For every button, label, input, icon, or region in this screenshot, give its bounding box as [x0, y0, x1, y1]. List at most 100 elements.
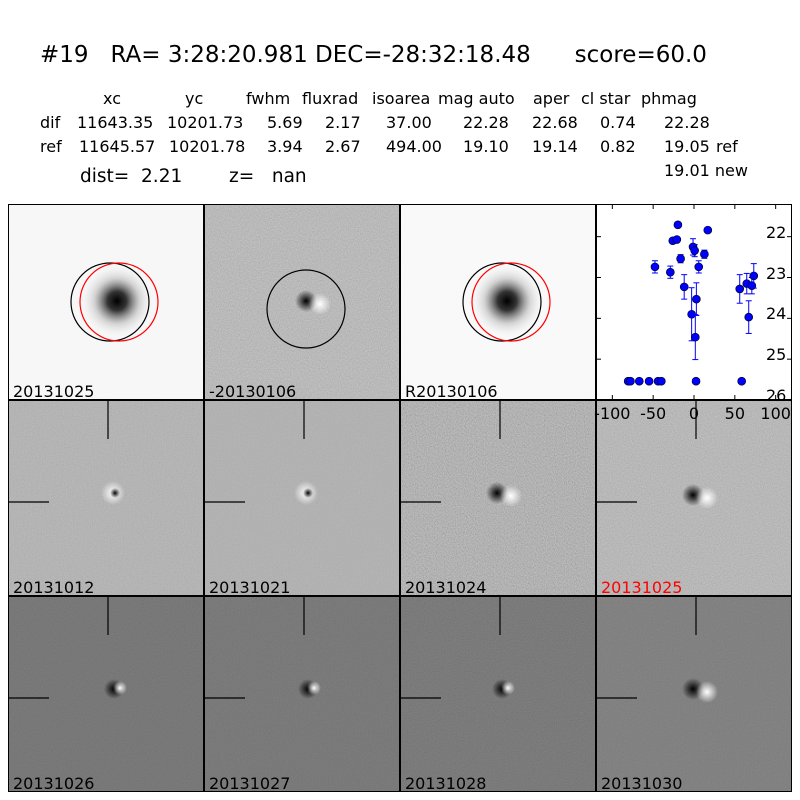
data-point [737, 376, 746, 386]
black-aperture-circle [462, 262, 542, 342]
y-tick-label: 23 [766, 263, 787, 283]
image-panel: R20130106 [400, 204, 596, 400]
col-header-aper: aper [533, 89, 570, 108]
bright-lobe [501, 681, 515, 695]
data-point [690, 246, 699, 255]
data-point [744, 312, 754, 322]
red-aperture-circle [471, 262, 551, 342]
panel-date-label: 20131025 [13, 382, 95, 400]
cell-dif-yc: 10201.73 [167, 113, 244, 132]
panel-date-label: 20131030 [601, 774, 683, 792]
panel-date-label: -20130106 [209, 382, 297, 400]
cell-dif-xc: 11643.35 [77, 113, 154, 132]
col-header-xc: xc [103, 89, 121, 108]
z-value: z= nan [229, 166, 307, 187]
y-tick-label: 26 [766, 386, 787, 405]
bright-lobe [696, 681, 718, 703]
cell-ref-fluxrad: 2.67 [325, 137, 361, 156]
data-point [679, 282, 689, 292]
panel-date-label: 20131028 [405, 774, 487, 792]
cell-dif-mag-auto: 22.28 [463, 113, 509, 132]
panel-date-label: R20130106 [405, 382, 498, 400]
y-tick-label: 24 [766, 304, 787, 324]
image-panel: 20131021 [204, 400, 400, 596]
panel-date-label: 20131026 [13, 774, 95, 792]
data-point [626, 376, 635, 386]
data-point [703, 225, 713, 235]
y-tick-label: 25 [766, 345, 787, 365]
cell-ref-cl-star: 0.82 [600, 137, 636, 156]
image-panel: 20131025 [596, 400, 792, 596]
data-point [673, 220, 683, 230]
data-point [657, 376, 666, 386]
cell-ref-phmag: 19.05 [664, 137, 710, 156]
col-header-yc: yc [185, 89, 204, 108]
row-label-dif: dif [40, 113, 61, 132]
data-point [691, 376, 701, 386]
image-panel: 20131027 [204, 596, 400, 792]
red-aperture-circle [79, 262, 159, 342]
cell-ref-yc: 10201.78 [169, 137, 246, 156]
image-panel: 20131030 [596, 596, 792, 792]
bright-lobe [307, 681, 321, 695]
image-panel: 20131012 [8, 400, 204, 596]
col-header-isoarea: isoarea [372, 89, 431, 108]
x-tick-label: 100 [760, 404, 791, 423]
cell-dif-phmag: 22.28 [664, 113, 710, 132]
data-point [749, 271, 759, 281]
panel-date-label: 20131025 [601, 578, 683, 596]
data-point [694, 262, 704, 272]
lightcurve-plot [596, 204, 792, 400]
col-header-fwhm: fwhm [246, 89, 291, 108]
cell-dif-fwhm: 5.69 [267, 113, 303, 132]
data-point [666, 267, 675, 277]
cell-dif-isoarea: 37.00 [386, 113, 432, 132]
cell-ref-mag-auto: 19.10 [463, 137, 509, 156]
new-phmag: 19.01 new [664, 161, 748, 180]
dist-value: dist= 2.21 [80, 166, 183, 187]
data-point [644, 376, 654, 386]
x-tick-label: 50 [724, 404, 746, 423]
data-point [700, 249, 709, 259]
image-panel: 20131026 [8, 596, 204, 792]
panel-date-label: 20131024 [405, 578, 487, 596]
bright-lobe [309, 293, 331, 315]
data-point [735, 284, 745, 294]
col-header-phmag: phmag [641, 89, 697, 108]
cell-ref-aper: 19.14 [532, 137, 578, 156]
data-point [692, 294, 701, 304]
bright-lobe [113, 681, 127, 695]
star-source [469, 263, 545, 339]
dark-lobe [110, 488, 120, 498]
cell-ref-isoarea: 494.00 [386, 137, 442, 156]
row-label-ref: ref [40, 137, 62, 156]
cell-dif-fluxrad: 2.17 [325, 113, 361, 132]
image-panel: 20131028 [400, 596, 596, 792]
bright-lobe [696, 487, 718, 509]
cell-ref-fwhm: 3.94 [267, 137, 303, 156]
panel-date-label: 20131012 [13, 578, 95, 596]
bright-lobe [500, 485, 522, 507]
x-tick-label: -50 [640, 404, 667, 423]
data-point [676, 254, 685, 264]
data-point [634, 376, 644, 386]
cell-dif-cl-star: 0.74 [600, 113, 636, 132]
row-suffix: ref [716, 137, 738, 156]
dark-lobe [303, 488, 313, 498]
x-tick-label: 0 [688, 404, 700, 423]
image-panel: -20130106 [204, 204, 400, 400]
col-header-fluxrad: fluxrad [302, 89, 359, 108]
col-header-cl-star: cl star [581, 89, 631, 108]
black-aperture-circle [70, 262, 150, 342]
black-aperture-circle [266, 269, 346, 349]
star-source [79, 263, 155, 339]
panel-date-label: 20131021 [209, 578, 291, 596]
image-panel: 20131024 [400, 400, 596, 596]
title: #19 RA= 3:28:20.981 DEC=-28:32:18.48 sco… [40, 42, 707, 68]
image-panel: 20131025 [8, 204, 204, 400]
cell-ref-xc: 11645.57 [79, 137, 156, 156]
data-point [672, 235, 682, 244]
col-header-mag-auto: mag auto [438, 89, 515, 108]
cell-dif-aper: 22.68 [532, 113, 578, 132]
